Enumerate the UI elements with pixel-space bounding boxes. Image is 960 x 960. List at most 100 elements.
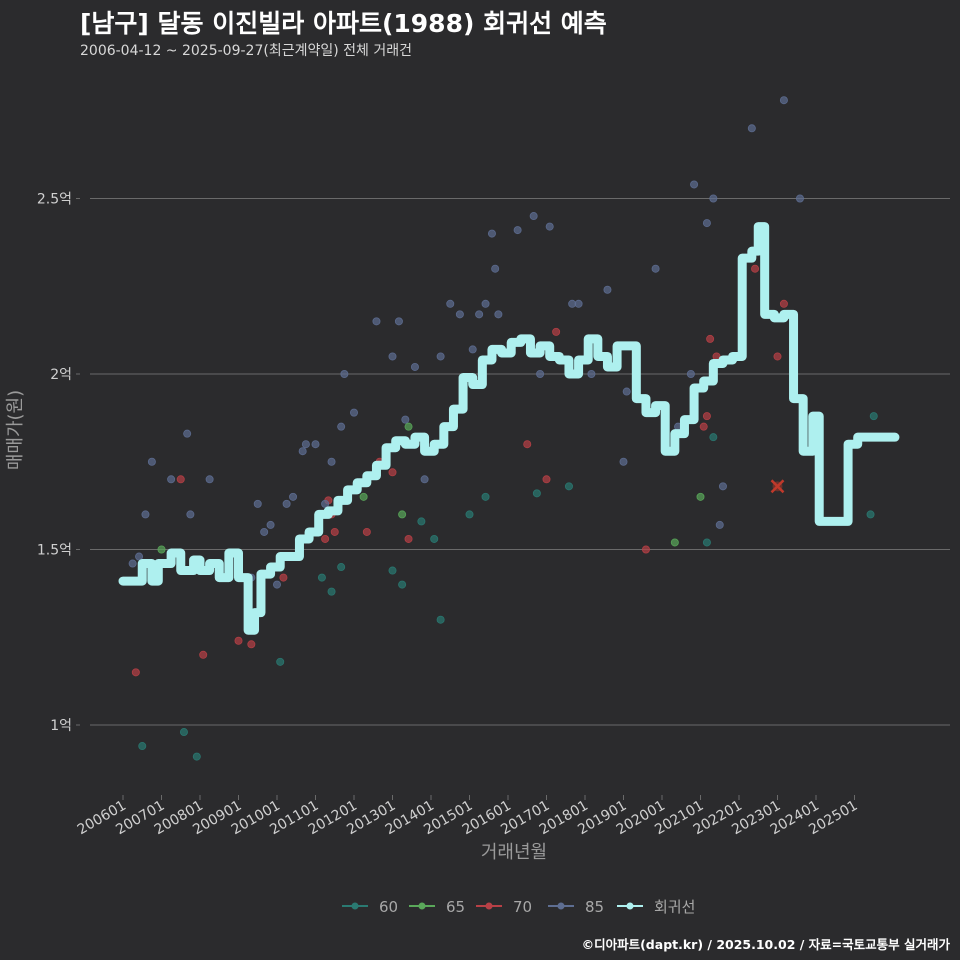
series-65 — [157, 422, 705, 554]
data-point — [234, 636, 243, 645]
series-70 — [131, 264, 788, 677]
highlight-marker-stroke — [770, 479, 785, 494]
x-axis-title: 거래년월 — [481, 842, 547, 863]
data-point — [494, 310, 503, 319]
y-axis-title: 매매가(원) — [5, 390, 26, 470]
data-point — [131, 668, 140, 677]
data-point — [523, 440, 532, 449]
data-point — [532, 489, 541, 498]
data-point — [289, 492, 298, 501]
y-tick-label: 2.5억 — [37, 192, 72, 208]
data-point — [468, 345, 477, 354]
data-point — [186, 510, 195, 519]
data-point — [372, 317, 381, 326]
data-point — [362, 527, 371, 536]
data-point — [574, 299, 583, 308]
data-point — [359, 492, 368, 501]
data-point — [718, 482, 727, 491]
legend-swatch-dot — [626, 902, 634, 910]
data-point — [702, 538, 711, 547]
data-point — [641, 545, 650, 554]
data-point — [321, 499, 330, 508]
data-point — [272, 580, 281, 589]
series-60 — [138, 412, 878, 761]
data-point — [337, 563, 346, 572]
legend-item-65: 65 — [409, 898, 465, 916]
legend-item-회귀선: 회귀선 — [617, 898, 695, 916]
y-axis-ticks: 1억 1.5억 2억 2.5억 — [37, 192, 80, 734]
data-point — [481, 492, 490, 501]
data-point — [157, 545, 166, 554]
data-point — [491, 264, 500, 273]
data-point — [179, 728, 188, 737]
data-point — [176, 475, 185, 484]
data-point — [394, 317, 403, 326]
data-point — [205, 475, 214, 484]
data-point — [192, 752, 201, 761]
data-point — [349, 408, 358, 417]
data-point — [337, 422, 346, 431]
data-point — [773, 352, 782, 361]
data-point — [321, 534, 330, 543]
data-point — [702, 219, 711, 228]
data-point — [436, 615, 445, 624]
legend: 60 65 70 85 회귀선 — [342, 898, 695, 916]
legend-label: 65 — [446, 898, 465, 916]
data-point — [709, 194, 718, 203]
data-point — [298, 447, 307, 456]
data-point — [420, 475, 429, 484]
y-tick-label: 1억 — [50, 718, 72, 734]
data-point — [282, 499, 291, 508]
chart-title: [남구] 달동 이진빌라 아파트(1988) 회귀선 예측 — [80, 9, 607, 38]
data-point — [167, 475, 176, 484]
data-point — [147, 457, 156, 466]
data-point — [487, 229, 496, 238]
data-point — [696, 492, 705, 501]
data-point — [128, 559, 137, 568]
data-point — [327, 457, 336, 466]
data-point — [564, 482, 573, 491]
data-point — [327, 587, 336, 596]
data-point — [388, 468, 397, 477]
data-point — [715, 520, 724, 529]
data-point — [253, 499, 262, 508]
data-point — [317, 573, 326, 582]
credit-text: ©디아파트(dapt.kr) / 2025.10.02 / 자료=국토교통부 실… — [581, 937, 950, 952]
data-point — [603, 285, 612, 294]
data-point — [279, 573, 288, 582]
data-point — [398, 510, 407, 519]
data-point — [266, 520, 275, 529]
data-point — [404, 422, 413, 431]
legend-swatch-dot — [351, 902, 359, 910]
data-point — [622, 387, 631, 396]
data-point — [869, 412, 878, 421]
data-point — [404, 534, 413, 543]
data-point — [446, 299, 455, 308]
data-point — [709, 433, 718, 442]
data-point — [481, 299, 490, 308]
data-point — [587, 369, 596, 378]
data-point — [619, 457, 628, 466]
data-point — [388, 352, 397, 361]
data-point — [430, 534, 439, 543]
line-layer — [118, 222, 900, 635]
data-point — [542, 475, 551, 484]
data-point — [513, 226, 522, 235]
data-point — [699, 422, 708, 431]
data-point — [401, 415, 410, 424]
data-point — [795, 194, 804, 203]
data-point — [260, 527, 269, 536]
data-point — [702, 412, 711, 421]
data-point — [465, 510, 474, 519]
data-point — [475, 310, 484, 319]
data-point — [410, 362, 419, 371]
data-point — [536, 369, 545, 378]
data-point — [247, 640, 256, 649]
highlight-x-marker — [770, 479, 785, 494]
legend-label: 70 — [513, 898, 532, 916]
marker-layer — [770, 479, 785, 494]
y-tick-label: 1.5억 — [37, 543, 72, 559]
legend-item-85: 85 — [548, 898, 604, 916]
legend-label: 85 — [585, 898, 604, 916]
